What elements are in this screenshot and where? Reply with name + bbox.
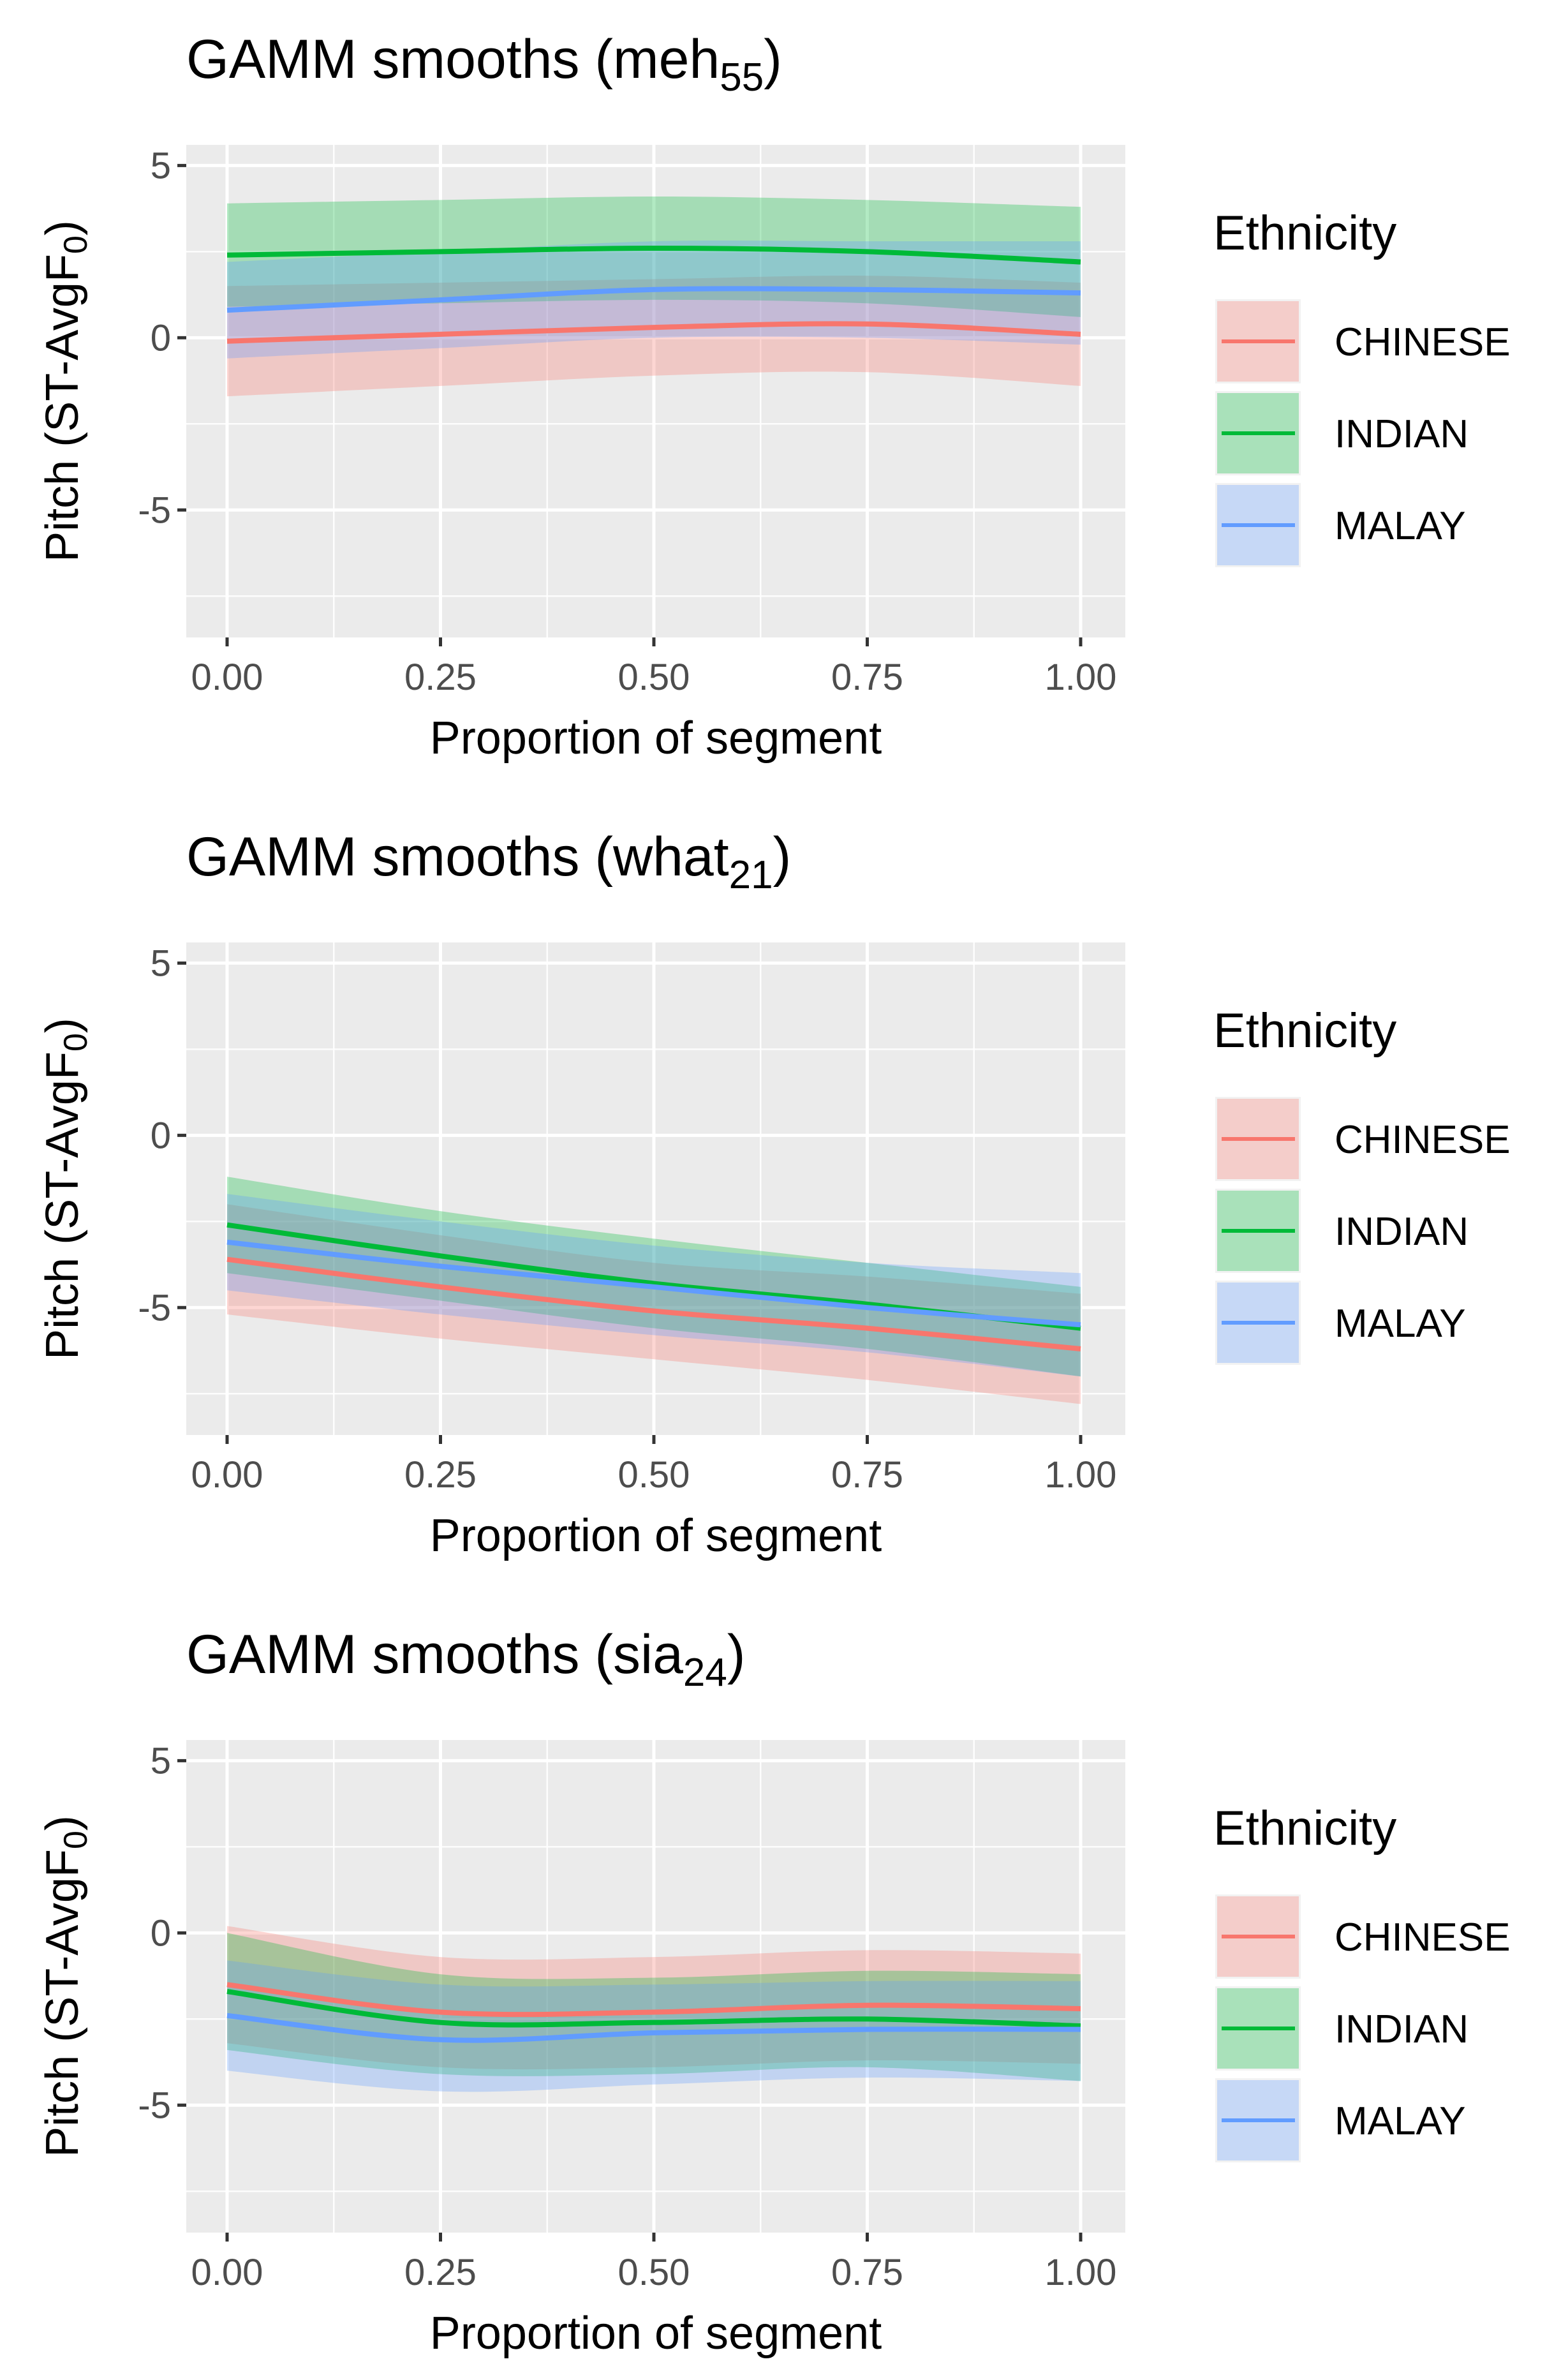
legend-label: INDIAN xyxy=(1335,2007,1469,2051)
x-tick-label: 0.00 xyxy=(191,1454,263,1496)
ci-ribbon-malay xyxy=(227,1960,1081,2092)
legend-label: MALAY xyxy=(1335,504,1466,548)
chart-title-text: GAMM smooths (what xyxy=(186,826,729,888)
legend-label: CHINESE xyxy=(1335,320,1511,364)
y-axis-title-subscript: 0 xyxy=(57,1033,94,1052)
x-tick-label: 1.00 xyxy=(1045,657,1117,698)
panel-1: GAMM smooths (meh55) 0.00 0.25 0.50 0.75 1.00… xyxy=(37,29,1511,764)
chart-title-end: ) xyxy=(727,1624,746,1685)
chart-title: GAMM smooths (meh55) xyxy=(186,29,782,100)
y-axis-title-text: Pitch (ST-AvgF xyxy=(37,254,88,562)
y-axis-title-text: Pitch (ST-AvgF xyxy=(37,1052,88,1360)
y-axis-title-subscript: 0 xyxy=(57,235,94,254)
y-axis-title-subscript: 0 xyxy=(57,1831,94,1849)
legend-title: Ethnicity xyxy=(1213,1801,1396,1856)
x-tick-label: 0.50 xyxy=(618,2252,690,2293)
y-axis-title-text: Pitch (ST-AvgF xyxy=(37,1849,88,2157)
x-axis-title: Proportion of segment xyxy=(430,1510,882,1561)
legend-label: MALAY xyxy=(1335,2099,1466,2143)
y-tick-label: 0 xyxy=(151,1115,171,1156)
plot-background xyxy=(186,942,1125,1435)
chart-title-end: ) xyxy=(764,29,782,90)
ci-ribbon-chinese xyxy=(227,1926,1081,2070)
x-tick-label: 0.25 xyxy=(404,1454,477,1496)
smooth-line-malay xyxy=(226,2012,1081,2043)
plot-background xyxy=(186,145,1125,637)
panel-3: GAMM smooths (sia24) 0.00 0.25 0.50 0.75 1.00… xyxy=(37,1624,1511,2359)
smooth-line-chinese xyxy=(226,1256,1081,1352)
chart-title: GAMM smooths (sia24) xyxy=(186,1624,746,1695)
x-tick-label: 0.50 xyxy=(618,657,690,698)
y-tick-label: 5 xyxy=(151,1740,171,1781)
chart-title-subscript: 55 xyxy=(720,56,764,100)
x-tick-label: 0.75 xyxy=(831,2252,903,2293)
y-axis-title-end: ) xyxy=(37,1018,88,1033)
legend-title: Ethnicity xyxy=(1213,206,1396,260)
y-tick-label: 0 xyxy=(151,317,171,359)
y-axis-title: Pitch (ST-AvgF0) xyxy=(37,220,94,562)
chart-title-text: GAMM smooths (sia xyxy=(186,1624,683,1685)
smooth-line-malay xyxy=(226,1239,1081,1328)
x-axis-title: Proportion of segment xyxy=(430,2308,882,2359)
chart-title: GAMM smooths (what21) xyxy=(186,826,791,897)
x-tick-label: 0.75 xyxy=(831,657,903,698)
y-tick-label: -5 xyxy=(138,1287,171,1328)
smooth-line-chinese xyxy=(226,1982,1081,2018)
legend-label: CHINESE xyxy=(1335,1118,1511,1162)
x-tick-label: 1.00 xyxy=(1045,2252,1117,2293)
legend-label: INDIAN xyxy=(1335,412,1469,456)
legend: Ethnicity CHINESE INDIAN MALAY xyxy=(1213,206,1511,567)
legend: Ethnicity CHINESE INDIAN MALAY xyxy=(1213,1004,1511,1365)
chart-title-subscript: 21 xyxy=(729,853,773,897)
smooth-line-indian xyxy=(226,1989,1081,2029)
y-tick-label: 5 xyxy=(151,145,171,186)
chart-title-text: GAMM smooths (meh xyxy=(186,29,720,90)
legend-label: MALAY xyxy=(1335,1302,1466,1346)
y-tick-label: 0 xyxy=(151,1912,171,1954)
x-tick-label: 0.25 xyxy=(404,2252,477,2293)
x-tick-label: 0.00 xyxy=(191,2252,263,2293)
legend-label: INDIAN xyxy=(1335,1210,1469,1254)
x-axis-title: Proportion of segment xyxy=(430,713,882,764)
y-tick-label: 5 xyxy=(151,942,171,984)
x-tick-label: 0.75 xyxy=(831,1454,903,1496)
panel-2: GAMM smooths (what21) 0.00 0.25 0.50 0.75 1.0… xyxy=(37,826,1511,1561)
y-tick-label: -5 xyxy=(138,2085,171,2126)
y-axis-title-end: ) xyxy=(37,1815,88,1831)
y-tick-label: -5 xyxy=(138,489,171,531)
ci-ribbon-indian xyxy=(227,196,1081,317)
smooth-line-chinese xyxy=(226,321,1081,344)
ci-ribbon-chinese xyxy=(227,276,1081,397)
x-tick-label: 1.00 xyxy=(1045,1454,1117,1496)
plot-background xyxy=(186,1740,1125,2233)
y-axis-title: Pitch (ST-AvgF0) xyxy=(37,1018,94,1360)
legend: Ethnicity CHINESE INDIAN MALAY xyxy=(1213,1801,1511,2162)
smooth-line-indian xyxy=(226,245,1081,265)
chart-title-subscript: 24 xyxy=(683,1651,727,1695)
x-tick-label: 0.50 xyxy=(618,1454,690,1496)
y-axis-title: Pitch (ST-AvgF0) xyxy=(37,1815,94,2157)
chart-title-end: ) xyxy=(773,826,792,888)
legend-title: Ethnicity xyxy=(1213,1004,1396,1058)
y-axis-title-end: ) xyxy=(37,220,88,235)
x-tick-label: 0.00 xyxy=(191,657,263,698)
smooth-line-malay xyxy=(226,286,1081,313)
ci-ribbon-malay xyxy=(227,240,1081,359)
legend-label: CHINESE xyxy=(1335,1915,1511,1960)
ci-ribbon-indian xyxy=(227,1933,1081,2081)
x-tick-label: 0.25 xyxy=(404,657,477,698)
